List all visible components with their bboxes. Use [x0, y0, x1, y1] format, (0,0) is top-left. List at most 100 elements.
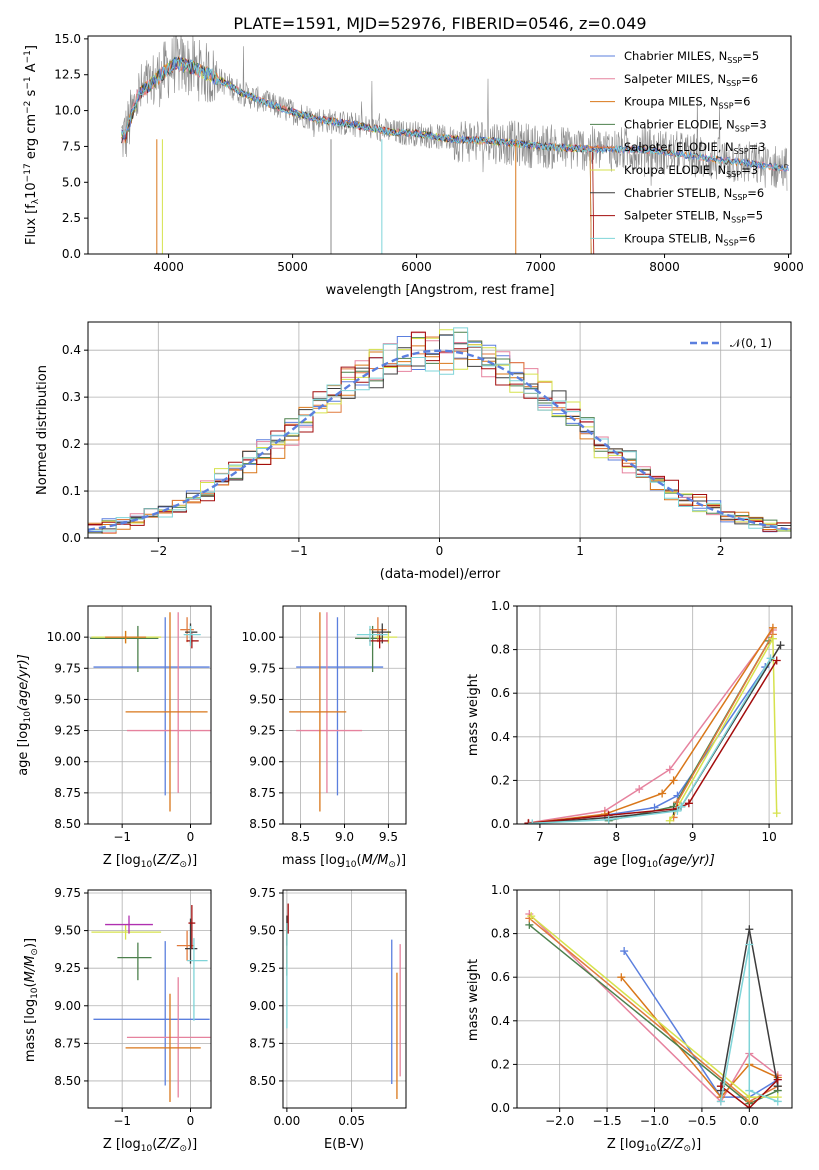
normal-reference-curve: [88, 349, 791, 531]
axes-frame: [87, 35, 792, 255]
series-point: [766, 654, 775, 663]
y-tick-label: 8.75: [249, 786, 276, 800]
y-tick-label: 7.5: [62, 139, 81, 153]
y-tick-label: 0.0: [491, 1101, 510, 1115]
plot-area: [524, 623, 785, 824]
series-point: [620, 947, 629, 956]
legend-label: Kroupa MILES, NSSP=6: [624, 95, 750, 111]
y-tick-label: 9.25: [54, 724, 81, 738]
x-tick-label: 0: [436, 544, 444, 558]
series-point: [773, 1097, 782, 1106]
y-axis-label: Normed distribution: [35, 365, 50, 495]
axes-frame: [282, 889, 407, 1109]
y-tick-label: 9.25: [249, 961, 276, 975]
y-tick-label: 8.75: [54, 786, 81, 800]
x-tick-label: −1.5: [593, 1114, 622, 1128]
series-point: [673, 806, 682, 815]
x-axis-label: wavelength [Angstrom, rest frame]: [326, 283, 555, 298]
y-tick-label: 0.3: [62, 390, 81, 404]
series-point: [772, 809, 781, 818]
x-tick-label: −0.5: [687, 1114, 716, 1128]
y-tick-label: 0.6: [491, 686, 510, 700]
x-tick-label: 0.05: [338, 1114, 365, 1128]
x-tick-label: 7: [536, 830, 544, 844]
model-spectrum-line: [121, 57, 592, 254]
plot-area: [121, 36, 789, 254]
series-point: [768, 634, 777, 643]
series-point: [776, 641, 785, 650]
y-tick-label: 9.25: [54, 961, 81, 975]
y-tick-label: 0.0: [491, 817, 510, 831]
y-tick-label: 1.0: [491, 883, 510, 897]
x-tick-label: −1: [113, 1114, 131, 1128]
residual-histogram-panel: −2 −1 0 1 2 0.0 0.1 0.2 0.3 0.4 𝒩(0, 1) (data-model…: [35, 321, 792, 582]
x-tick-label: 9: [689, 830, 697, 844]
y-tick-label: 9.50: [54, 924, 81, 938]
series-line: [528, 660, 778, 824]
y-tick-label: 8.50: [249, 817, 276, 831]
age-vs-mass-panel: 8.5 9.0 9.5 8.50 8.75 9.00 9.25 9.50 9.75 10.00 ma…: [242, 605, 407, 870]
mass-weight-vs-age-panel: 7 8 9 10 0.0 0.2 0.4 0.6 0.8 1.0 age [log10(age/yr…: [466, 599, 793, 870]
series-point: [745, 1086, 754, 1095]
x-tick-label: 9.5: [379, 830, 398, 844]
y-tick-label: 10.00: [47, 630, 81, 644]
series-line: [528, 924, 779, 1105]
model-spectrum-line: [121, 58, 789, 172]
axes-frame: [87, 605, 212, 825]
y-tick-label: 8.75: [54, 1036, 81, 1050]
y-tick-label: 8.50: [249, 1074, 276, 1088]
series-point: [635, 785, 644, 794]
legend-label: Chabrier MILES, NSSP=5: [624, 49, 759, 65]
legend-label: Kroupa ELODIE, NSSP=3: [624, 163, 758, 179]
x-tick-label: 8.5: [291, 830, 310, 844]
y-tick-label: 9.75: [249, 661, 276, 675]
series-point: [773, 1075, 782, 1084]
legend-label: 𝒩(0, 1): [730, 336, 772, 350]
y-axis-label: mass weight: [466, 674, 481, 756]
y-tick-label: 2.5: [62, 211, 81, 225]
y-tick-label: 5.0: [62, 175, 81, 189]
series-line: [720, 1079, 779, 1108]
legend-label: Salpeter MILES, NSSP=6: [624, 72, 758, 88]
y-tick-label: 8.50: [54, 817, 81, 831]
series-line: [528, 913, 779, 1103]
y-tick-label: 9.50: [249, 924, 276, 938]
legend: Chabrier MILES, NSSP=5 Salpeter MILES, NS…: [590, 49, 767, 247]
series-line: [532, 657, 772, 824]
x-axis-label: age [log10(age/yr)]: [593, 853, 715, 870]
y-tick-label: 9.75: [54, 661, 81, 675]
y-tick-label: 9.00: [249, 999, 276, 1013]
x-tick-label: 4000: [153, 260, 184, 274]
x-tick-label: 2: [717, 544, 725, 558]
spectrum-panel: 4000 5000 6000 7000 8000 9000 0.0 2.5 5.0 7.5 10.0…: [23, 32, 804, 298]
series-point: [669, 776, 678, 785]
y-tick-label: 9.00: [54, 999, 81, 1013]
series-point: [677, 802, 686, 811]
plot-area: [88, 327, 791, 534]
plot-area: [90, 612, 211, 812]
y-tick-label: 9.75: [249, 886, 276, 900]
series-point: [617, 973, 626, 982]
y-tick-label: 0.4: [491, 1014, 510, 1028]
y-tick-label: 10.00: [242, 630, 276, 644]
series-line: [528, 666, 766, 824]
y-tick-label: 0.8: [491, 927, 510, 941]
model-spectrum-line: [121, 56, 592, 254]
age-vs-metallicity-panel: −1 0 8.50 8.75 9.00 9.25 9.50 9.75 10.00 Z [log10…: [16, 605, 212, 870]
mass-vs-metallicity-panel: −1 0 8.50 8.75 9.00 9.25 9.50 9.75 Z [log10(Z/Z⊙…: [23, 886, 212, 1154]
y-tick-label: 0.1: [62, 484, 81, 498]
y-tick-label: 0.6: [491, 970, 510, 984]
x-axis-label: E(B-V): [324, 1137, 364, 1152]
x-tick-label: −2.0: [545, 1114, 574, 1128]
series-point: [665, 816, 674, 824]
x-tick-label: 0.00: [274, 1114, 301, 1128]
x-axis-label: Z [log10(Z/Z⊙)]: [103, 853, 197, 870]
x-tick-label: 1: [576, 544, 584, 558]
x-tick-label: 0.0: [740, 1114, 759, 1128]
y-tick-label: 9.00: [249, 755, 276, 769]
y-tick-label: 9.50: [54, 692, 81, 706]
y-tick-label: 0.4: [62, 343, 81, 357]
series-line: [720, 944, 779, 1103]
model-spectrum-line: [121, 56, 592, 254]
model-spectrum-line: [121, 56, 789, 172]
